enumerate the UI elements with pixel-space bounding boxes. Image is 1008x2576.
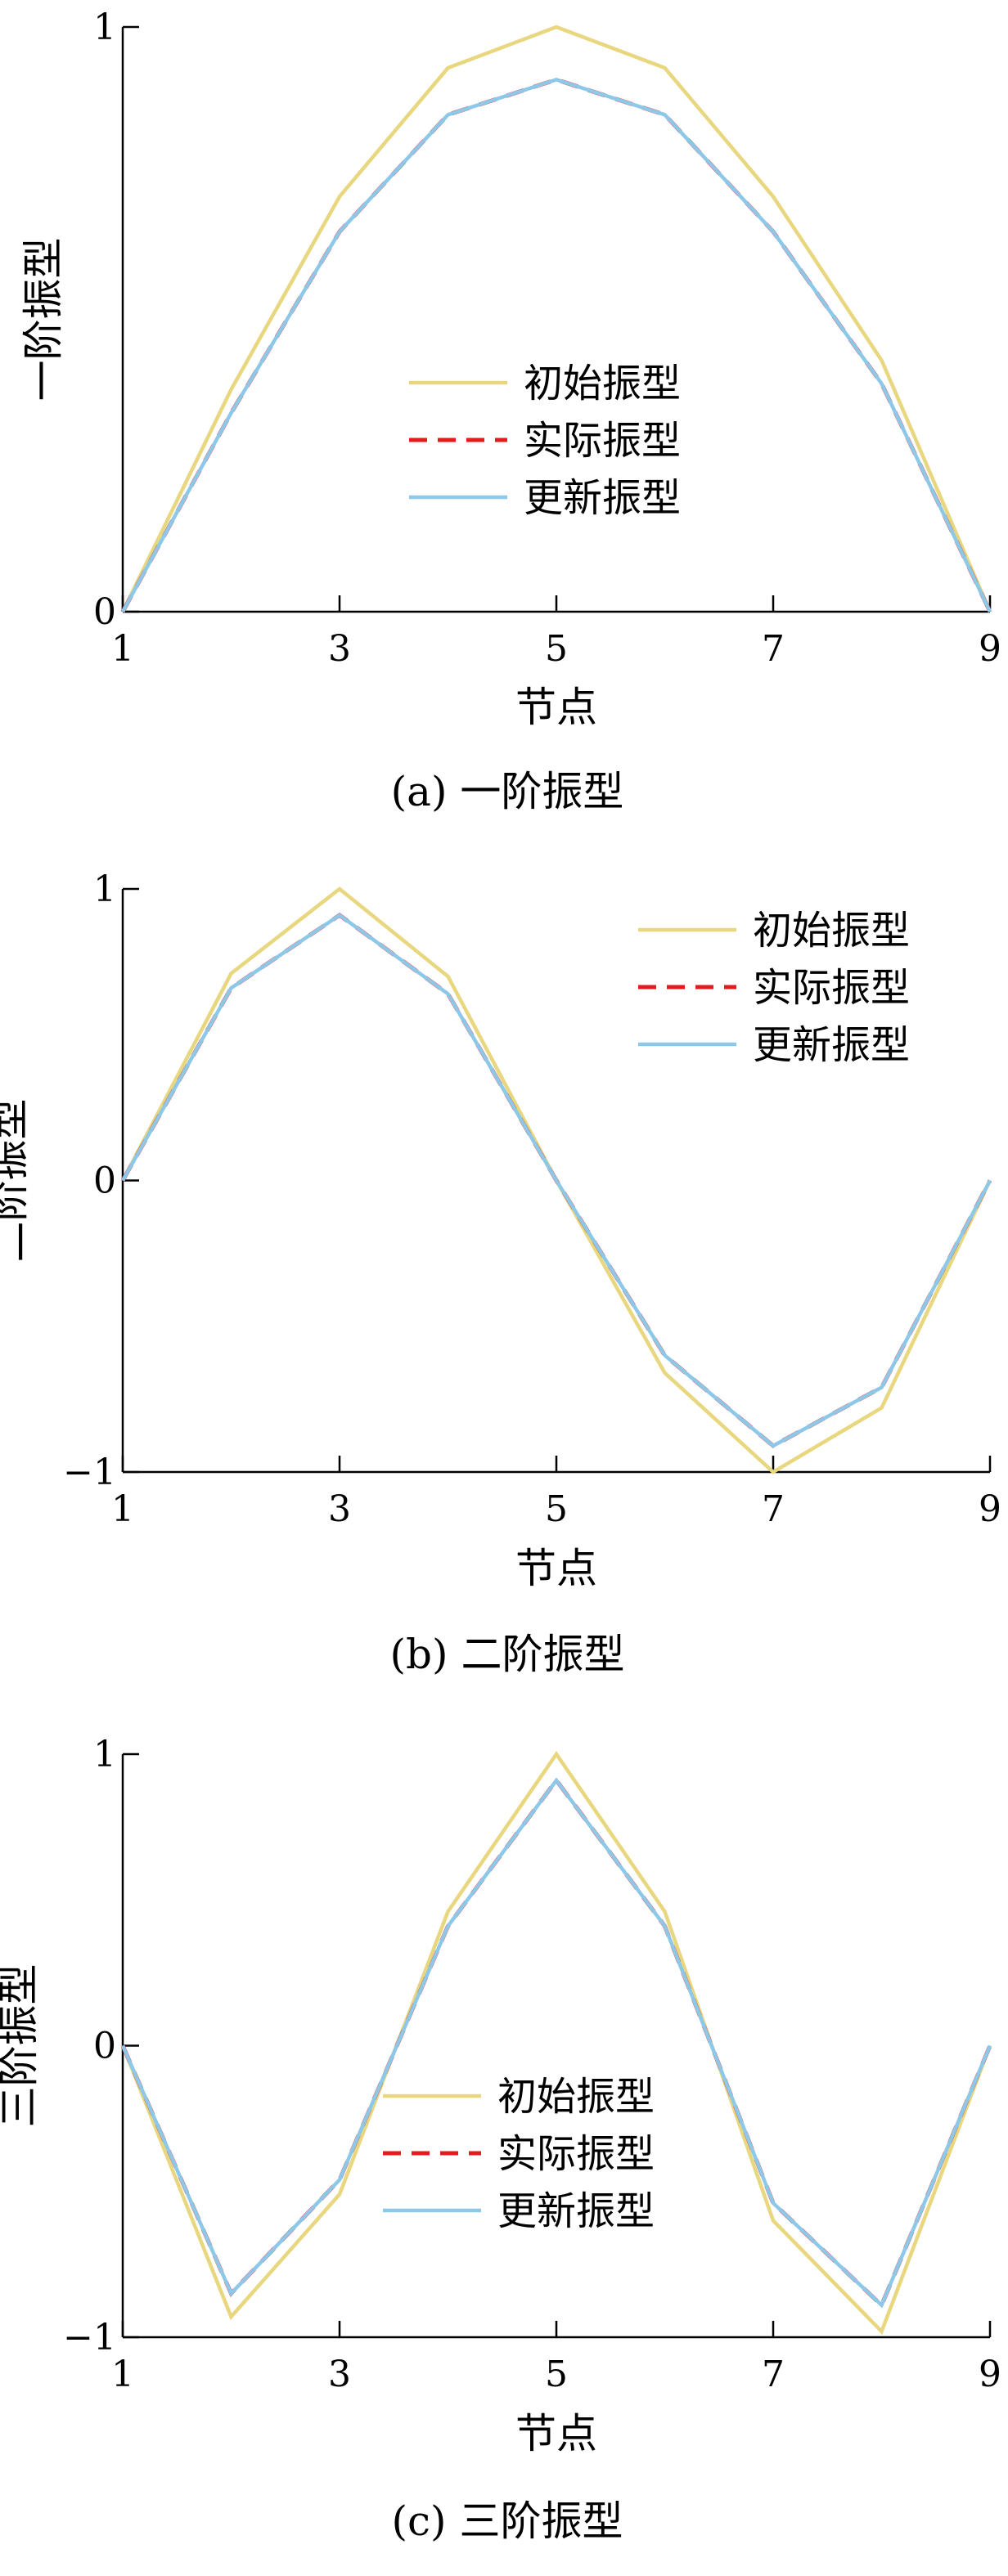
legend-label-2: 实际振型 <box>753 965 910 1011</box>
legend-label-2: 实际振型 <box>524 418 681 464</box>
chart-caption: (c) 三阶振型 <box>392 2497 623 2545</box>
x-tick-label: 1 <box>111 628 134 670</box>
x-tick-label: 1 <box>111 2354 134 2395</box>
x-tick-label: 3 <box>328 1488 351 1530</box>
y-tick-label: 1 <box>93 7 116 48</box>
x-axis-label: 节点 <box>515 1545 597 1592</box>
series-line-1 <box>120 25 992 613</box>
x-tick-label: 5 <box>545 628 568 670</box>
series-line-3 <box>121 78 992 613</box>
legend-label-1: 初始振型 <box>497 2074 655 2120</box>
series-line-3 <box>120 1777 992 2309</box>
x-tick-label: 1 <box>111 1488 134 1530</box>
y-tick-label: 1 <box>93 1734 116 1775</box>
y-axis-label: 二阶振型 <box>0 1099 33 1263</box>
y-axis-label: 三阶振型 <box>0 1964 43 2128</box>
x-tick-label: 3 <box>328 628 351 670</box>
legend-label-1: 初始振型 <box>753 908 910 954</box>
chart-caption: (b) 二阶振型 <box>390 1631 625 1678</box>
x-tick-label: 7 <box>762 628 785 670</box>
y-tick-label: −1 <box>63 2317 116 2358</box>
series-line-2 <box>120 77 992 613</box>
chart-caption: (a) 一阶振型 <box>391 768 624 815</box>
legend-label-3: 更新振型 <box>524 475 681 521</box>
y-tick-label: 1 <box>93 868 116 910</box>
x-axis-label: 节点 <box>515 684 597 731</box>
x-tick-label: 5 <box>545 2354 568 2395</box>
series-line-1 <box>120 1751 992 2335</box>
y-tick-label: −1 <box>63 1452 116 1493</box>
x-tick-label: 3 <box>328 2354 351 2395</box>
y-tick-label: 0 <box>93 591 116 633</box>
y-axis-label: 一阶振型 <box>20 238 67 402</box>
legend-label-3: 更新振型 <box>753 1022 910 1068</box>
x-tick-label: 7 <box>762 1488 785 1530</box>
x-tick-label: 7 <box>762 2354 785 2395</box>
y-tick-label: 0 <box>93 2026 116 2067</box>
legend-label-1: 初始振型 <box>524 361 681 406</box>
legend-label-2: 实际振型 <box>497 2131 655 2177</box>
series-line-3 <box>121 913 992 1448</box>
legend-label-3: 更新振型 <box>497 2188 655 2234</box>
x-tick-label: 9 <box>979 2354 1001 2395</box>
x-tick-label: 5 <box>545 1488 568 1530</box>
x-tick-label: 9 <box>979 1488 1001 1530</box>
x-axis-label: 节点 <box>515 2410 597 2457</box>
y-tick-label: 0 <box>93 1160 116 1202</box>
x-tick-label: 9 <box>979 628 1001 670</box>
